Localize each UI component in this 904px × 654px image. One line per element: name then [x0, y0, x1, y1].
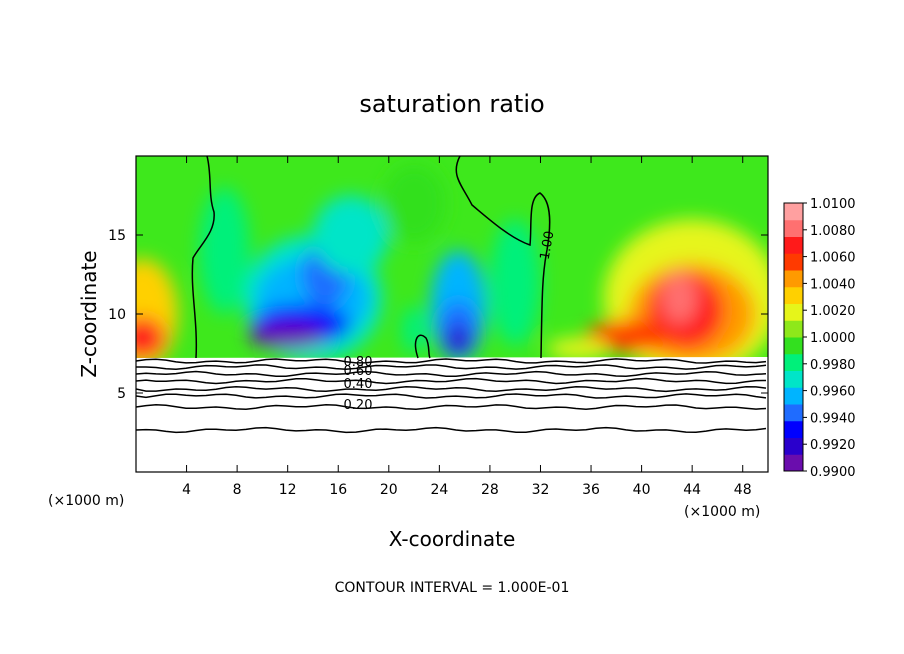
chart-title: saturation ratio [359, 90, 544, 118]
contour-label: 0.40 [344, 377, 373, 392]
x-unit-label-left: (×1000 m) [48, 493, 124, 509]
contour-label: 1.00 [538, 230, 558, 261]
field-blob [489, 219, 541, 346]
y-axis: 5 10 15 [108, 228, 768, 402]
colorbar-swatch [784, 337, 803, 355]
colorbar-label: 0.9940 [810, 411, 856, 426]
colorbar-swatch [784, 270, 803, 288]
contour-line-0.10 [136, 426, 767, 434]
x-tick-label: 32 [532, 482, 550, 498]
contour-lines: 1.00 0.800.600.40 0.20 [136, 156, 767, 434]
y-axis-title: Z-coordinate [77, 250, 101, 377]
colorbar-label: 0.9920 [810, 438, 856, 453]
field-blob [199, 187, 250, 314]
cloud-base-region [136, 357, 768, 472]
colorbar-label: 0.9960 [810, 385, 856, 400]
field-blob [661, 272, 698, 324]
colorbar-swatch [784, 420, 803, 438]
field-blob [444, 326, 473, 356]
colorbar-swatch [784, 437, 803, 455]
colorbar-label: 1.0040 [810, 277, 856, 292]
colorbar-label: 1.0000 [810, 331, 856, 346]
x-tick-label: 48 [734, 482, 752, 498]
contour-label: 0.80 [344, 355, 373, 370]
colorbar-label: 1.0060 [810, 251, 856, 266]
colorbar-swatch [784, 404, 803, 422]
colorbar: 1.0100 1.0080 1.0060 1.0040 1.0020 1.0000 0.99… [783, 197, 856, 480]
y-tick-label: 15 [108, 228, 126, 244]
x-tick-label: 40 [633, 482, 651, 498]
x-tick-label: 28 [481, 482, 499, 498]
x-unit-label-right: (×1000 m) [684, 504, 760, 520]
x-tick-label: 16 [329, 482, 347, 498]
colorbar-swatch [784, 203, 803, 221]
field-blob [136, 317, 166, 359]
x-tick-label: 36 [582, 482, 600, 498]
colorbar-swatch [784, 353, 803, 371]
x-tick-label: 8 [233, 482, 242, 498]
colorbar-swatch [784, 286, 803, 304]
colorbar-label: 0.9900 [810, 465, 856, 480]
x-tick-label: 20 [380, 482, 398, 498]
contour-line-1.00 [414, 334, 431, 359]
contour-line-0.50 [136, 377, 767, 385]
x-axis-title: X-coordinate [389, 527, 516, 551]
colorbar-label: 1.0020 [810, 304, 856, 319]
colorbar-swatch [784, 219, 803, 237]
field-blob [312, 195, 389, 275]
field-blob [546, 337, 611, 360]
contour-line-0.30 [136, 393, 767, 399]
x-tick-label: 44 [683, 482, 701, 498]
colorbar-swatch [784, 253, 803, 271]
colorbar-swatch [784, 320, 803, 338]
y-tick-label: 10 [108, 307, 126, 323]
contour-interval-note: CONTOUR INTERVAL = 1.000E-01 [335, 580, 570, 596]
contour-line-0.20 [136, 404, 767, 410]
colorbar-swatch [784, 303, 803, 321]
colorbar-label: 0.9980 [810, 358, 856, 373]
field-blob [382, 163, 446, 243]
plot-area: 1.00 0.800.600.40 0.20 [136, 156, 768, 472]
field-blob [249, 323, 326, 349]
x-tick-label: 12 [279, 482, 297, 498]
contour-label: 0.20 [344, 398, 373, 413]
colorbar-label: 1.0100 [810, 197, 856, 212]
colorbar-swatch [784, 236, 803, 254]
field-blob [401, 306, 427, 354]
contour-line-1.00 [191, 156, 215, 359]
contour-line-0.40 [136, 385, 767, 393]
x-tick-label: 24 [430, 482, 448, 498]
colorbar-label: 1.0080 [810, 224, 856, 239]
contour-line-0.60 [136, 370, 767, 378]
x-axis: 4 8 12 16 20 24 28 32 36 40 44 48 [182, 156, 752, 498]
x-tick-label: 4 [182, 482, 191, 498]
contour-label: 0.60 [344, 364, 373, 379]
y-tick-label: 5 [117, 386, 126, 402]
colorbar-swatch [784, 370, 803, 388]
colorbar-swatch [784, 454, 803, 472]
saturation-field [136, 163, 768, 378]
colorbar-swatch [784, 387, 803, 405]
contour-line-0.70 [136, 364, 767, 370]
contour-line-0.80 [136, 358, 767, 364]
contour-line-1.00 [455, 156, 551, 359]
